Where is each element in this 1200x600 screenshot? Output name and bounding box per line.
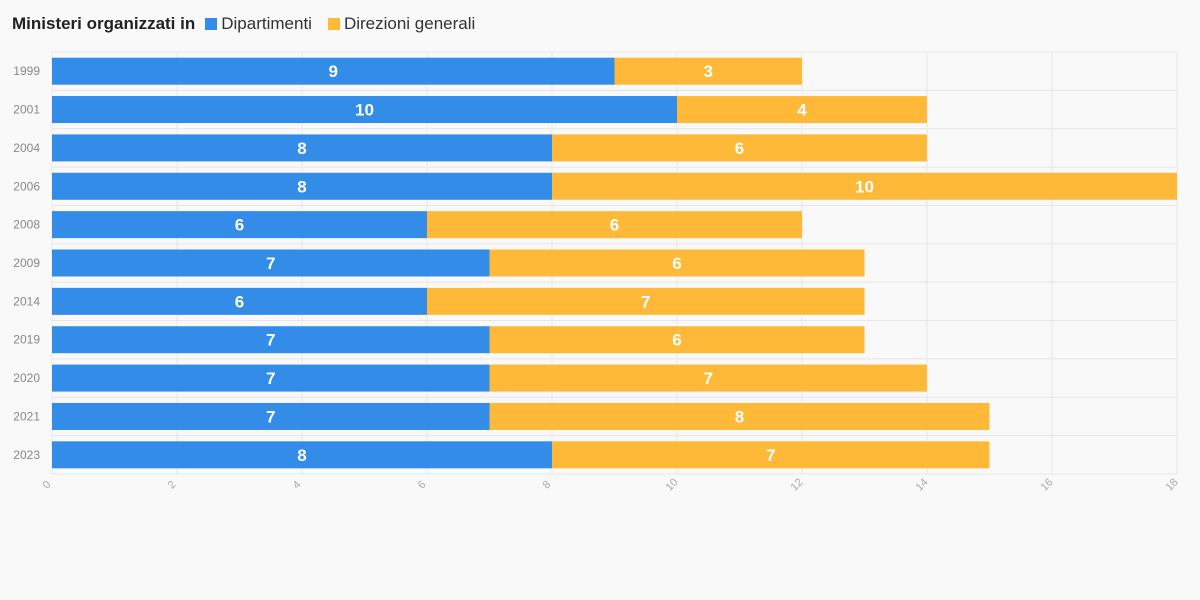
bar-direzioni-generali	[489, 364, 927, 392]
y-tick-label: 2008	[13, 218, 40, 232]
data-label: 8	[735, 407, 744, 426]
legend-label-direzioni-generali: Direzioni generali	[343, 14, 476, 33]
data-label: 10	[855, 177, 874, 196]
data-label: 9	[329, 62, 338, 81]
data-label: 8	[297, 446, 306, 465]
y-tick-label: 2006	[13, 179, 40, 193]
data-label: 10	[355, 101, 374, 120]
data-label: 7	[266, 331, 275, 350]
bar-direzioni-generali	[489, 249, 865, 277]
legend-label-dipartimenti: Dipartimenti	[221, 14, 312, 33]
x-tick-label: 12	[788, 476, 805, 493]
bar-dipartimenti	[52, 134, 552, 162]
data-label: 6	[235, 216, 244, 235]
bar-direzioni-generali	[614, 57, 802, 85]
legend-item-dipartimenti[interactable]: Dipartimenti	[205, 14, 312, 34]
data-label: 7	[641, 292, 650, 311]
bar-direzioni-generali	[552, 441, 990, 469]
legend-swatch-direzioni-generali	[327, 18, 340, 30]
bar-direzioni-generali	[427, 287, 865, 315]
x-tick-label: 2	[166, 479, 179, 492]
bar-dipartimenti	[52, 441, 552, 469]
bar-direzioni-generali	[427, 211, 802, 239]
bar-dipartimenti	[52, 249, 490, 277]
data-label: 7	[266, 369, 275, 388]
legend-item-direzioni-generali[interactable]: Direzioni generali	[327, 14, 476, 34]
bar-dipartimenti	[52, 57, 615, 85]
y-tick-label: 2014	[13, 294, 40, 308]
data-label: 7	[266, 407, 275, 426]
bar-direzioni-generali	[489, 326, 865, 354]
y-tick-label: 2004	[13, 141, 40, 155]
x-tick-label: 10	[663, 476, 680, 493]
data-label: 6	[735, 139, 744, 158]
bar-direzioni-generali	[552, 134, 927, 162]
chart-title: Ministeri organizzati in	[12, 14, 196, 33]
bar-dipartimenti	[52, 172, 552, 200]
bar-dipartimenti	[52, 402, 490, 430]
y-tick-label: 2001	[13, 103, 40, 117]
y-tick-label: 2023	[13, 448, 40, 462]
x-tick-label: 14	[913, 476, 930, 493]
bar-dipartimenti	[52, 326, 490, 354]
x-tick-label: 8	[541, 479, 554, 492]
data-label: 7	[704, 369, 713, 388]
bar-direzioni-generali	[677, 96, 927, 124]
data-label: 8	[297, 139, 306, 158]
data-label: 4	[797, 101, 807, 120]
x-tick-label: 4	[291, 479, 304, 492]
data-label: 6	[672, 331, 681, 350]
y-tick-label: 2009	[13, 256, 40, 270]
y-tick-label: 2021	[13, 409, 40, 423]
legend: Ministeri organizzati in Dipartimenti Di…	[12, 12, 491, 36]
x-tick-label: 6	[416, 479, 429, 492]
data-label: 3	[704, 62, 713, 81]
bar-direzioni-generali	[489, 402, 990, 430]
bar-dipartimenti	[52, 96, 677, 124]
x-tick-label: 18	[1163, 476, 1180, 493]
bar-dipartimenti	[52, 287, 427, 315]
bar-dipartimenti	[52, 211, 427, 239]
x-tick-label: 0	[41, 479, 54, 492]
data-label: 8	[297, 177, 306, 196]
data-label: 7	[766, 446, 775, 465]
data-label: 6	[235, 292, 244, 311]
bar-dipartimenti	[52, 364, 490, 392]
y-tick-label: 1999	[13, 64, 40, 78]
data-label: 6	[610, 216, 619, 235]
y-tick-label: 2020	[13, 371, 40, 385]
x-tick-label: 16	[1038, 476, 1055, 493]
legend-swatch-dipartimenti	[205, 18, 218, 30]
bar-direzioni-generali	[552, 172, 1177, 200]
data-label: 6	[672, 254, 681, 273]
data-label: 7	[266, 254, 275, 273]
y-tick-label: 2019	[13, 333, 40, 347]
